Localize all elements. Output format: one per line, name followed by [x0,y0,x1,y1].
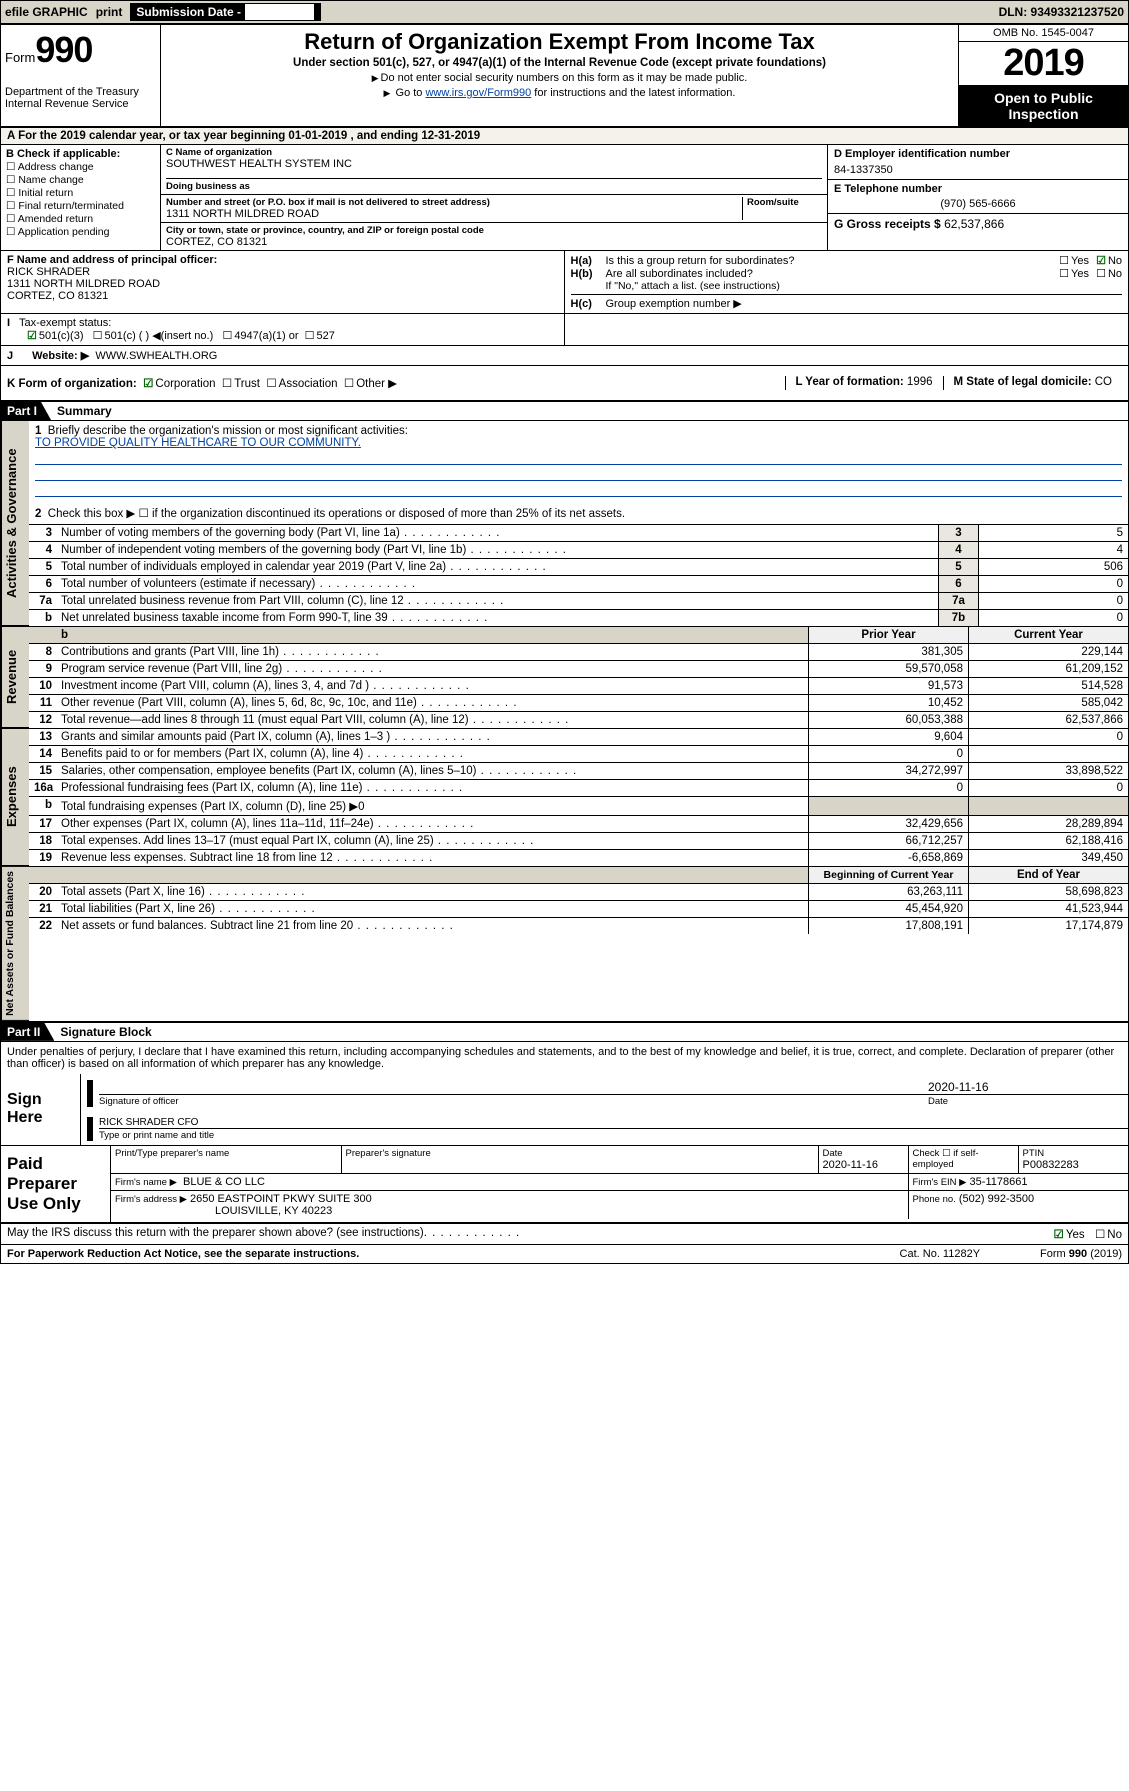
officer-signature-name: RICK SHRADER CFO [99,1117,1128,1128]
expense-line: 13Grants and similar amounts paid (Part … [29,729,1128,745]
year-formation: 1996 [907,376,933,388]
form-note-2: Go to www.irs.gov/Form990 for instructio… [169,87,950,99]
side-label-ag: Activities & Governance [1,421,29,626]
activities-governance-section: Activities & Governance 1 Briefly descri… [1,421,1128,627]
side-label-netassets: Net Assets or Fund Balances [1,867,29,1021]
summary-line: 3Number of voting members of the governi… [29,524,1128,541]
form-subtitle: Under section 501(c), 527, or 4947(a)(1)… [169,57,950,69]
net-assets-section: Net Assets or Fund Balances Beginning of… [1,867,1128,1023]
firm-phone: (502) 992-3500 [959,1193,1034,1205]
summary-line: 7aTotal unrelated business revenue from … [29,592,1128,609]
efile-label: efile GRAPHIC [5,5,88,19]
firm-name: BLUE & CO LLC [183,1176,265,1188]
expense-line: 15Salaries, other compensation, employee… [29,762,1128,779]
ha-yes[interactable]: Yes [1059,255,1089,267]
box-f: F Name and address of principal officer:… [1,251,565,313]
signature-section: Sign Here 2020-11-16 Signature of office… [1,1074,1128,1146]
ein: 84-1337350 [834,164,1122,176]
summary-line: 5Total number of individuals employed in… [29,558,1128,575]
hb-yes[interactable]: Yes [1059,268,1089,280]
form-990: Form 990 Department of the Treasury Inte… [0,24,1129,1264]
irs-link[interactable]: www.irs.gov/Form990 [425,87,531,99]
department-label: Department of the Treasury Internal Reve… [5,86,156,110]
chk-final-return[interactable]: Final return/terminated [6,200,155,212]
chk-name-change[interactable]: Name change [6,174,155,186]
chk-amended[interactable]: Amended return [6,213,155,225]
expense-line: 16aProfessional fundraising fees (Part I… [29,779,1128,796]
officer-name: RICK SHRADER [7,266,558,278]
header-left: Form 990 Department of the Treasury Inte… [1,25,161,126]
paid-preparer-section: Paid Preparer Use Only Print/Type prepar… [1,1146,1128,1224]
mission-statement: TO PROVIDE QUALITY HEALTHCARE TO OUR COM… [35,437,1122,449]
state-domicile: CO [1095,376,1112,388]
box-i: I Tax-exempt status: 501(c)(3) 501(c) ( … [1,314,565,345]
side-label-expenses: Expenses [1,729,29,866]
top-toolbar: efile GRAPHIC print Submission Date - 20… [0,0,1129,24]
chk-initial-return[interactable]: Initial return [6,187,155,199]
netassets-line: 21Total liabilities (Part X, line 26)45,… [29,900,1128,917]
submission-date-label: Submission Date - 2020-11-16 [130,3,321,21]
form-header: Form 990 Department of the Treasury Inte… [1,25,1128,128]
501c3-check[interactable] [27,330,39,342]
website: WWW.SWHEALTH.ORG [95,350,217,362]
revenue-line: 12Total revenue—add lines 8 through 11 (… [29,711,1128,728]
ptin: P00832283 [1023,1159,1125,1171]
summary-line: bNet unrelated business taxable income f… [29,609,1128,626]
summary-line: 4Number of independent voting members of… [29,541,1128,558]
revenue-line: 8Contributions and grants (Part VIII, li… [29,643,1128,660]
box-c: C Name of organization SOUTHWEST HEALTH … [161,145,828,250]
dln-label: DLN: 93493321237520 [999,5,1124,19]
open-public-badge: Open to Public Inspection [959,86,1128,126]
box-j: J Website: ▶ WWW.SWHEALTH.ORG [1,346,1128,366]
expense-line: 17Other expenses (Part IX, column (A), l… [29,815,1128,832]
box-h: H(a) Is this a group return for subordin… [565,251,1129,313]
discuss-preparer-row: May the IRS discuss this return with the… [1,1224,1128,1245]
revenue-line: 11Other revenue (Part VIII, column (A), … [29,694,1128,711]
phone: (970) 565-6666 [834,198,1122,210]
netassets-line: 22Net assets or fund balances. Subtract … [29,917,1128,934]
org-name: SOUTHWEST HEALTH SYSTEM INC [166,158,822,170]
tax-period: A For the 2019 calendar year, or tax yea… [1,128,1128,145]
expense-line: 19Revenue less expenses. Subtract line 1… [29,849,1128,866]
chk-address-change[interactable]: Address change [6,161,155,173]
entity-info-grid: B Check if applicable: Address change Na… [1,145,1128,251]
street-address: 1311 NORTH MILDRED ROAD [166,208,742,220]
form-number: 990 [35,29,92,71]
expenses-section: Expenses 13Grants and similar amounts pa… [1,729,1128,867]
box-k-l-m: K Form of organization: Corporation Trus… [1,366,1128,402]
revenue-section: Revenue b Prior Year Current Year 8Contr… [1,627,1128,729]
revenue-line: 9Program service revenue (Part VIII, lin… [29,660,1128,677]
summary-line: 6Total number of volunteers (estimate if… [29,575,1128,592]
ha-no[interactable]: No [1096,255,1122,267]
side-label-revenue: Revenue [1,627,29,728]
print-link[interactable]: print [96,5,123,19]
header-right: OMB No. 1545-0047 2019 Open to Public In… [958,25,1128,126]
perjury-statement: Under penalties of perjury, I declare th… [1,1042,1128,1074]
form-note-1: Do not enter social security numbers on … [169,72,950,84]
box-b: B Check if applicable: Address change Na… [1,145,161,250]
form-footer: For Paperwork Reduction Act Notice, see … [1,1245,1128,1263]
box-d-e-g: D Employer identification number 84-1337… [828,145,1128,250]
tax-year: 2019 [959,42,1128,86]
discuss-yes[interactable]: Yes [1054,1229,1085,1241]
hb-no[interactable]: No [1096,268,1122,280]
f-h-row: F Name and address of principal officer:… [1,251,1128,314]
form-title: Return of Organization Exempt From Incom… [169,29,950,55]
firm-ein: 35-1178661 [970,1176,1028,1188]
omb-number: OMB No. 1545-0047 [959,25,1128,42]
gross-receipts: 62,537,866 [944,217,1004,231]
netassets-line: 20Total assets (Part X, line 16)63,263,1… [29,883,1128,900]
header-center: Return of Organization Exempt From Incom… [161,25,958,126]
part-i-header: Part I Summary [1,402,1128,421]
city-state-zip: CORTEZ, CO 81321 [166,236,822,248]
form-label: Form [5,50,35,65]
corp-check[interactable] [143,378,155,390]
revenue-line: 10Investment income (Part VIII, column (… [29,677,1128,694]
expense-line: 14Benefits paid to or for members (Part … [29,745,1128,762]
expense-line: 18Total expenses. Add lines 13–17 (must … [29,832,1128,849]
chk-application-pending[interactable]: Application pending [6,226,155,238]
expense-line: bTotal fundraising expenses (Part IX, co… [29,796,1128,815]
discuss-no[interactable]: No [1095,1229,1122,1241]
part-ii-header: Part II Signature Block [1,1023,1128,1042]
